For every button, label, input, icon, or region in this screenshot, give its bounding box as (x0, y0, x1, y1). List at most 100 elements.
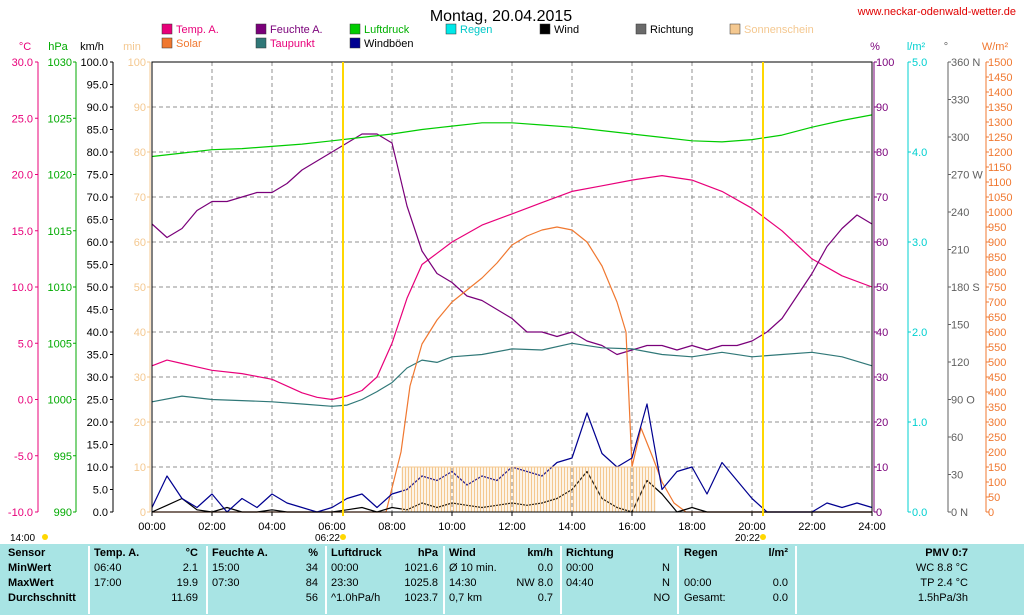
humidity-min-time: 15:00 (212, 562, 240, 574)
column-separator (795, 546, 797, 614)
temp-tick-label: 0.0 (18, 395, 33, 407)
rain-tick-label: 0.0 (912, 507, 927, 519)
legend-swatch (349, 37, 361, 49)
direction-avg-time (566, 591, 626, 606)
rain-tick-label: 4.0 (912, 147, 927, 159)
wind-tick-label: 35.0 (87, 350, 108, 362)
wind-tick-label: 45.0 (87, 305, 108, 317)
x-tick-label: 06:00 (318, 521, 346, 533)
pressure-max-value: 1025.8 (404, 577, 438, 589)
wind-avg-value: 0.0 (537, 562, 553, 574)
wind-tick-label: 30.0 (87, 372, 108, 384)
temp-unit: °C (185, 547, 198, 559)
temp-tick-label: 25.0 (12, 113, 33, 125)
pressure-unit: hPa (417, 547, 438, 559)
solar-tick-label: 1100 (988, 177, 1012, 189)
x-tick-label: 22:00 (798, 521, 826, 533)
wind-time-column: Wind Ø 10 min. 14:30 0,7 km (449, 546, 513, 606)
legend-label: Taupunkt (270, 38, 315, 50)
x-axis-ticks: 00:00 02:00 04:00 06:00 08:00 10:00 12:00 14:00… (138, 512, 886, 533)
site-url[interactable]: www.neckar-odenwald-wetter.de (857, 6, 1016, 18)
pressure-min-value: 1021.6 (404, 562, 438, 574)
solar-tick-label: 150 (988, 462, 1006, 474)
solar-tick-label: 200 (988, 447, 1006, 459)
direction-tick-label: 240 (951, 207, 969, 219)
wind-header: Wind (449, 547, 476, 559)
temp-tick-label: -10.0 (8, 507, 33, 519)
solar-series-line (152, 226, 872, 513)
sun-tick-label: 80 (134, 147, 146, 159)
solar-tick-label: 500 (988, 357, 1006, 369)
x-tick-label: 08:00 (378, 521, 406, 533)
pmv-pressure-trend: 1.5hPa/3h (917, 592, 968, 604)
temp-avg-value: 11.69 (171, 592, 198, 604)
rain-time-column: Regen 00:00 Gesamt: (684, 546, 744, 606)
sun-tick-label: 10 (134, 462, 146, 474)
direction-avg-value: NO (653, 592, 671, 604)
humidity-avg-value: 56 (305, 592, 318, 604)
pressure-avg-value: 1023.7 (404, 592, 438, 604)
temp-max-value: 19.9 (176, 577, 198, 589)
column-separator (560, 546, 562, 614)
humidity-tick-label: 0 (876, 507, 882, 519)
x-tick-label: 20:00 (738, 521, 766, 533)
sun-tick-label: 50 (134, 282, 146, 294)
wind-avg-label: Ø 10 min. (449, 562, 497, 574)
legend-swatch (161, 23, 173, 35)
solar-tick-label: 850 (988, 252, 1006, 264)
taupunkt-series-line (151, 342, 873, 407)
sun-tick-label: 30 (134, 372, 146, 384)
temp-tick-label: -5.0 (14, 451, 33, 463)
pressure-tick-label: 990 (54, 507, 72, 519)
pressure-tick-label: 1010 (48, 282, 72, 294)
legend-swatch (349, 23, 361, 35)
humidity-tick-label: 20 (876, 417, 888, 429)
temp-axis-unit: °C (19, 41, 31, 53)
temp-tick-label: 20.0 (12, 170, 33, 182)
pressure-tick-label: 1015 (48, 226, 72, 238)
axis-units: °C hPa km/h min% l/m² ° W/m² (19, 41, 1009, 53)
humidity-header: Feuchte A. (212, 547, 268, 559)
pmv-header: PMV 0:7 (925, 547, 968, 559)
sensor-column: Sensor MinWert MaxWert Durchschnitt (8, 546, 88, 606)
sensor-header: Sensor (8, 547, 46, 559)
wind-tick-label: 5.0 (93, 485, 108, 497)
solar-tick-label: 0 (988, 507, 994, 519)
direction-tick-label: 90 O (951, 395, 975, 407)
sun-axis-unit: min (123, 41, 141, 53)
pressure-header: Luftdruck (331, 547, 382, 559)
pressure-min-time: 00:00 (331, 562, 359, 574)
solar-axis-unit: W/m² (982, 41, 1009, 53)
legend-swatch (161, 37, 173, 49)
legend-label: Windböen (364, 38, 414, 50)
direction-tick-label: 330 (951, 95, 969, 107)
legend-label: Solar (176, 38, 202, 50)
rain-max-time: 00:00 (684, 577, 712, 589)
sunset-dot (760, 534, 766, 540)
rain-tick-label: 5.0 (912, 57, 927, 69)
solar-tick-label: 800 (988, 267, 1006, 279)
pressure-value-column: hPa 1021.6 1025.8 1023.7 (396, 546, 438, 606)
solar-tick-label: 950 (988, 222, 1006, 234)
solar-tick-label: 650 (988, 312, 1006, 324)
direction-time-column: Richtung 00:00 04:40 (566, 546, 626, 606)
wind-tick-label: 65.0 (87, 215, 108, 227)
legend-label: Temp. A. (176, 24, 219, 36)
humidity-axis-unit: % (870, 41, 880, 53)
wind-tick-label: 50.0 (87, 282, 108, 294)
sunrise-label: 06:22 (315, 533, 340, 544)
humidity-avg-time (212, 591, 272, 606)
prev-sunset-label: 14:00 (10, 533, 35, 544)
pressure-trend: ^1.0hPa/h (331, 592, 381, 604)
sun-tick-label: 70 (134, 192, 146, 204)
sun-tick-label: 40 (134, 327, 146, 339)
direction-tick-label: 30 (951, 470, 963, 482)
pressure-max-time: 23:30 (331, 577, 359, 589)
legend-swatch (255, 37, 267, 49)
sun-markers: 14:00 06:22 20:22 (10, 62, 766, 544)
pressure-tick-label: 995 (54, 451, 72, 463)
humidity-tick-label: 70 (876, 192, 888, 204)
direction-max-value: N (662, 577, 670, 589)
temp-min-time: 06:40 (94, 562, 122, 574)
temp-tick-label: 10.0 (12, 282, 33, 294)
